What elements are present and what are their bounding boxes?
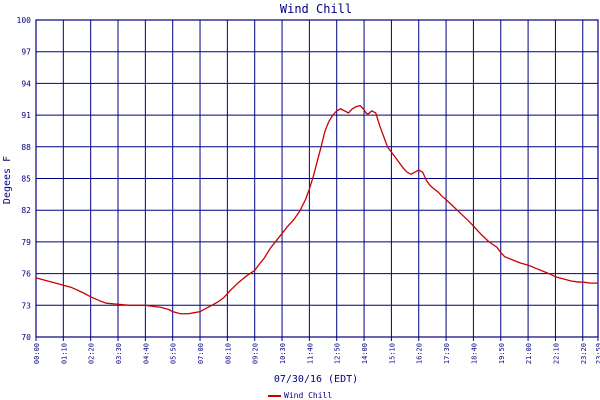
x-tick-label: 03:30 xyxy=(115,343,123,364)
y-tick-label: 82 xyxy=(21,206,31,215)
x-tick-label: 23:59 xyxy=(595,343,600,364)
x-tick-label: 08:10 xyxy=(224,343,232,364)
x-tick-label: 10:30 xyxy=(279,343,287,364)
x-axis-label: 07/30/16 (EDT) xyxy=(274,374,358,385)
y-tick-label: 73 xyxy=(21,301,31,310)
y-tick-label: 70 xyxy=(21,333,31,342)
chart-title: Wind Chill xyxy=(280,2,352,16)
x-tick-label: 23:20 xyxy=(580,343,588,364)
x-tick-labels: 00:00 01:10 02:20 03:30 04:40 05:50 07:00 08:10… xyxy=(33,343,600,364)
x-tick-label: 07:00 xyxy=(197,343,205,364)
y-axis-label: Degees F xyxy=(2,156,13,204)
x-tick-label: 17:30 xyxy=(443,343,451,364)
x-tick-label: 14:00 xyxy=(361,343,369,364)
x-tick-label: 02:20 xyxy=(88,343,96,364)
y-tick-labels: 70 73 76 79 82 85 88 91 94 97 100 xyxy=(17,16,32,342)
y-tick-label: 94 xyxy=(21,79,31,88)
y-tick-label: 100 xyxy=(17,16,32,25)
y-tick-label: 88 xyxy=(21,143,31,152)
x-tick-label: 00:00 xyxy=(33,343,41,364)
y-tick-label: 79 xyxy=(21,238,31,247)
x-tick-label: 19:50 xyxy=(498,343,506,364)
x-tick-label: 12:50 xyxy=(334,343,342,364)
y-tick-label: 91 xyxy=(21,111,31,120)
plot-frame xyxy=(35,19,599,338)
x-tick-label: 15:10 xyxy=(388,343,396,364)
x-tick-label: 01:10 xyxy=(60,343,68,364)
y-tick-label: 76 xyxy=(21,270,31,279)
grid-lines xyxy=(35,19,599,341)
x-tick-label: 18:40 xyxy=(470,343,478,364)
legend: Wind Chill xyxy=(268,391,332,400)
x-tick-label: 11:40 xyxy=(306,343,314,364)
x-tick-label: 04:40 xyxy=(142,343,150,364)
y-tick-label: 97 xyxy=(21,48,31,57)
legend-label-wind-chill: Wind Chill xyxy=(284,391,332,400)
x-tick-label: 09:20 xyxy=(252,343,260,364)
x-tick-label: 05:50 xyxy=(170,343,178,364)
x-tick-label: 16:20 xyxy=(416,343,424,364)
y-tick-label: 85 xyxy=(21,175,31,184)
x-tick-label: 22:10 xyxy=(552,343,560,364)
x-tick-label: 21:00 xyxy=(525,343,533,364)
series-line-wind-chill xyxy=(35,104,598,315)
